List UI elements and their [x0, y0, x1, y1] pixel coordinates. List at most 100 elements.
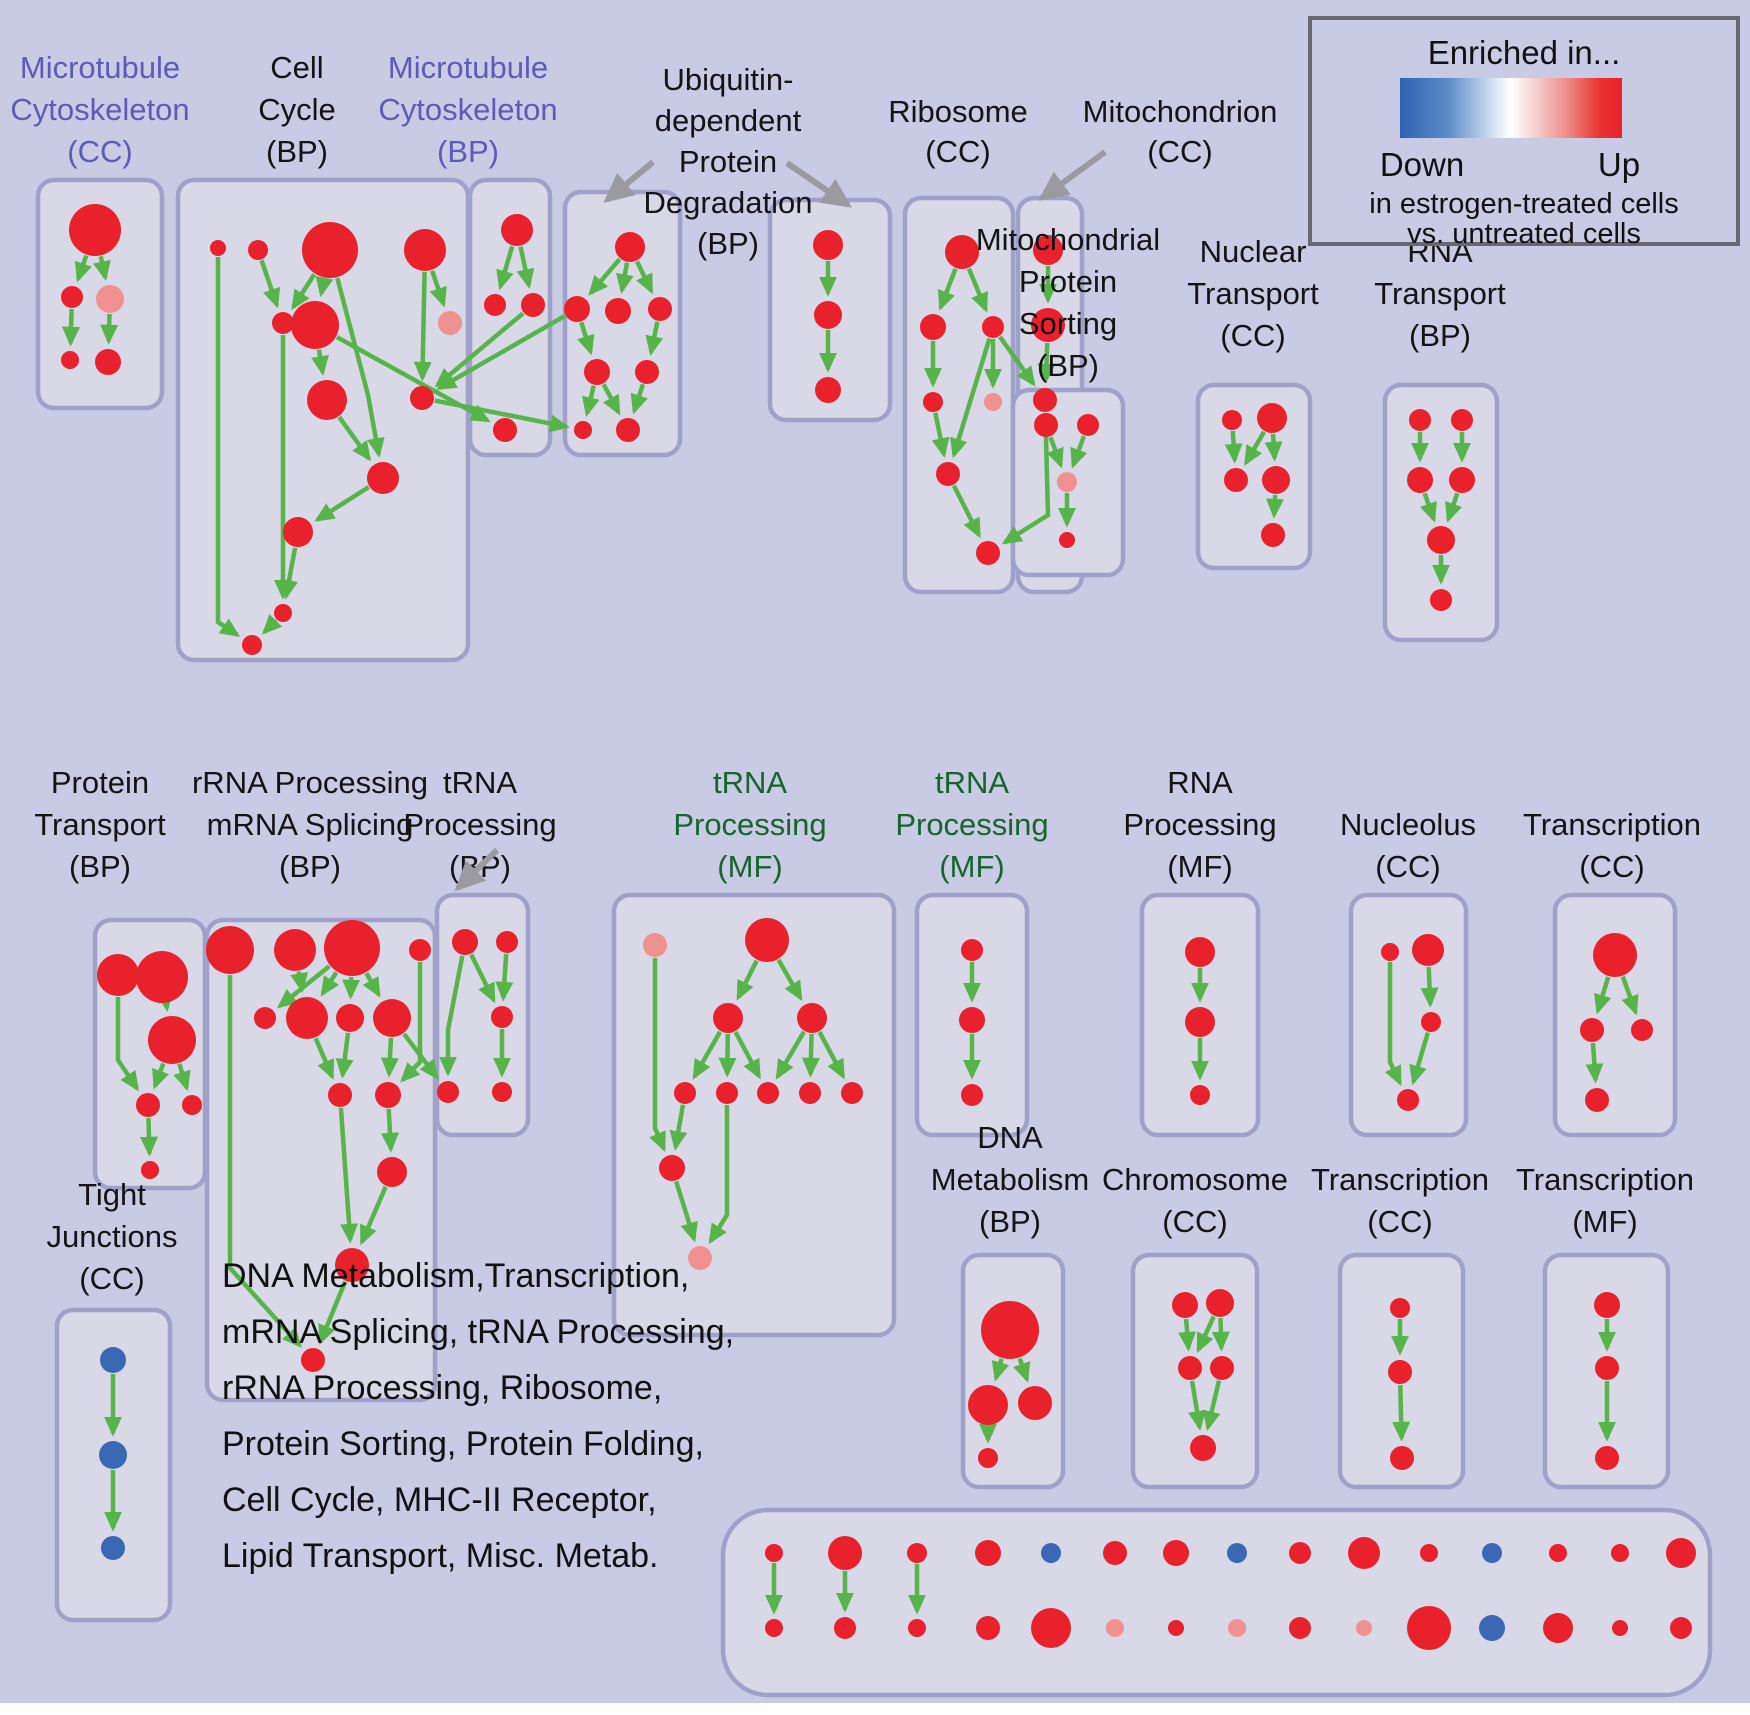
hierarchy-edge-arrow — [998, 335, 1036, 387]
go-term-node — [136, 951, 188, 1003]
go-term-node — [1612, 1620, 1628, 1636]
misc-text-line: Lipid Transport, Misc. Metab. — [222, 1537, 659, 1575]
go-term-node — [1172, 1292, 1198, 1318]
go-term-node — [1033, 388, 1057, 412]
hierarchy-edge-arrow — [291, 273, 317, 311]
hierarchy-edge-arrow — [215, 257, 241, 637]
hierarchy-edge-arrow — [516, 246, 535, 289]
go-term-node — [1409, 409, 1431, 431]
hierarchy-edge-arrow — [1620, 975, 1639, 1016]
go-term-node — [1407, 1606, 1451, 1650]
go-term-node — [984, 393, 1002, 411]
group-box-transcription-cc-upper — [1552, 892, 1678, 1138]
go-term-node — [1289, 1542, 1311, 1564]
hierarchy-edge-arrow — [338, 1107, 359, 1244]
go-term-node — [765, 1619, 783, 1637]
go-term-node — [1018, 1386, 1052, 1420]
go-term-node — [95, 349, 121, 375]
go-term-node — [1077, 414, 1099, 436]
hierarchy-edge-arrow — [588, 257, 622, 296]
go-term-node — [99, 1441, 127, 1469]
group-label-rrna-processing: mRNA Splicing — [207, 807, 414, 842]
hierarchy-edge-arrow — [93, 255, 111, 282]
go-term-node — [101, 1536, 125, 1560]
hierarchy-edge-arrow — [601, 383, 621, 416]
label-pointer-arrow — [454, 847, 500, 892]
group-label-transcription-cc-lower: Transcription — [1311, 1162, 1489, 1197]
go-term-node — [1381, 943, 1399, 961]
go-term-node — [1185, 1007, 1215, 1037]
go-term-node — [307, 380, 347, 420]
hierarchy-edge-arrow — [359, 1185, 388, 1246]
group-label-rna-processing-mf: Processing — [1123, 807, 1276, 842]
group-label-ubiquitin-box1: Degradation — [644, 185, 813, 220]
group-label-mito-protein-sorting: Protein — [1019, 264, 1117, 299]
hierarchy-edge-arrow — [582, 385, 600, 417]
hierarchy-edge-arrow — [1001, 412, 1051, 545]
hierarchy-edge-arrow — [1594, 976, 1612, 1015]
go-term-node — [1190, 1085, 1210, 1105]
go-term-node — [1390, 1298, 1410, 1318]
go-term-node — [1289, 1617, 1311, 1639]
go-term-node — [437, 1081, 459, 1103]
go-term-node — [584, 359, 610, 385]
hierarchy-edge-arrow — [1392, 1384, 1411, 1442]
go-term-node — [815, 377, 841, 403]
go-term-node — [1059, 532, 1075, 548]
misc-text-line: Cell Cycle, MHC-II Receptor, — [222, 1481, 657, 1519]
go-term-node — [1585, 1088, 1609, 1112]
go-term-node — [674, 1082, 696, 1104]
go-term-node — [61, 286, 83, 308]
group-label-transcription-cc-upper: (CC) — [1579, 849, 1644, 884]
legend-subtitle-line1: in estrogen-treated cells — [1369, 188, 1679, 220]
go-term-node — [982, 316, 1004, 338]
hierarchy-edge-arrow — [692, 1030, 722, 1080]
go-term-node — [976, 541, 1000, 565]
go-term-node — [1262, 466, 1290, 494]
group-label-ubiquitin-box1: dependent — [655, 103, 802, 138]
hierarchy-edge-arrow — [733, 1031, 762, 1080]
go-term-node — [373, 999, 411, 1037]
hierarchy-edge-arrow — [1419, 492, 1437, 523]
hierarchy-edge-arrow — [630, 383, 648, 415]
label-pointer-arrow — [603, 159, 655, 204]
go-term-node — [272, 312, 294, 334]
go-term-node — [907, 1543, 927, 1563]
group-label-ubiquitin-box1: Ubiquitin- — [663, 62, 794, 97]
go-term-node — [1163, 1540, 1189, 1566]
group-label-tight-junctions: Tight — [78, 1177, 146, 1212]
hierarchy-edge-arrow — [337, 415, 372, 462]
go-term-node — [1593, 933, 1637, 977]
group-label-microtubule-cc: (CC) — [67, 134, 132, 169]
go-term-node — [1210, 1356, 1234, 1380]
hierarchy-edge-arrow — [1196, 1315, 1216, 1354]
go-term-node — [1421, 1012, 1441, 1032]
layer-annotations — [454, 149, 1107, 892]
hierarchy-edge-arrow — [413, 271, 432, 382]
go-term-node — [1420, 1544, 1438, 1562]
go-term-node — [1388, 1360, 1412, 1384]
hierarchy-edge-arrow — [1445, 492, 1463, 523]
group-label-transcription-cc-lower: (CC) — [1367, 1204, 1432, 1239]
hierarchy-edge-arrow — [1178, 1318, 1197, 1352]
go-term-node — [61, 351, 79, 369]
hierarchy-edge-arrow — [736, 959, 759, 1001]
group-label-transcription-mf: Transcription — [1516, 1162, 1694, 1197]
group-box-misc-bottom-strip — [720, 1507, 1713, 1698]
hierarchy-edge-arrow — [1188, 1380, 1206, 1431]
go-term-node — [716, 1082, 738, 1104]
layer-edges — [62, 245, 1639, 1615]
hierarchy-edge-arrow — [991, 1358, 1010, 1382]
go-term-node — [283, 517, 313, 547]
legend: Enriched in... Down Up in estrogen-treat… — [1308, 16, 1740, 250]
hierarchy-edge-arrow — [949, 337, 992, 459]
go-term-node — [945, 235, 979, 269]
group-label-protein-transport: Protein — [51, 765, 149, 800]
group-label-trna-mf-small: tRNA — [935, 765, 1009, 800]
go-term-node — [1033, 235, 1063, 265]
layer-labels: Microtubule Cytoskeleton (CC) Cell Cycle (BP)… — [10, 50, 1701, 1296]
group-label-cell-cycle: Cell — [270, 50, 323, 85]
group-label-rna-transport: (BP) — [1409, 318, 1471, 353]
group-label-rna-processing-mf: (MF) — [1167, 849, 1232, 884]
